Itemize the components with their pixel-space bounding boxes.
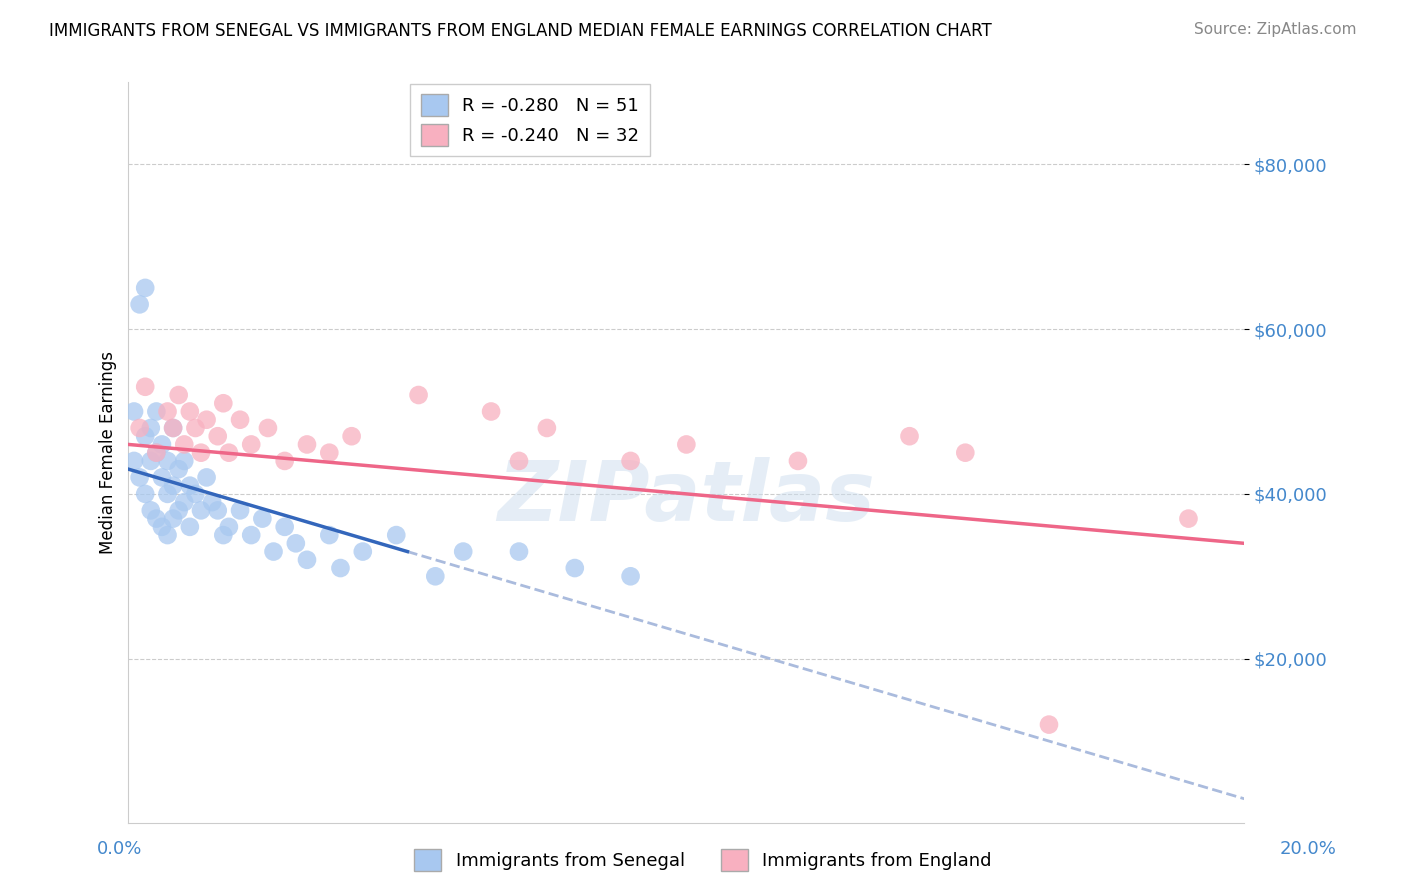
Point	[479, 404, 502, 418]
Point	[257, 421, 280, 435]
Point	[240, 437, 263, 451]
Point	[162, 421, 184, 435]
Point	[955, 445, 977, 460]
Point	[787, 454, 810, 468]
Point	[295, 437, 318, 451]
Text: ZIPatlas: ZIPatlas	[498, 457, 876, 538]
Point	[201, 495, 224, 509]
Point	[318, 528, 340, 542]
Point	[134, 380, 156, 394]
Point	[508, 454, 530, 468]
Point	[352, 544, 374, 558]
Point	[425, 569, 447, 583]
Point	[212, 528, 235, 542]
Point	[122, 404, 145, 418]
Point	[134, 281, 156, 295]
Point	[156, 454, 179, 468]
Point	[150, 520, 173, 534]
Point	[190, 503, 212, 517]
Point	[179, 478, 201, 492]
Point	[145, 445, 167, 460]
Point	[167, 462, 190, 476]
Point	[252, 511, 274, 525]
Point	[139, 454, 162, 468]
Point	[619, 454, 641, 468]
Point	[145, 404, 167, 418]
Point	[295, 553, 318, 567]
Point	[1038, 717, 1060, 731]
Point	[195, 470, 218, 484]
Point	[263, 544, 285, 558]
Point	[190, 445, 212, 460]
Point	[173, 454, 195, 468]
Point	[408, 388, 430, 402]
Point	[284, 536, 307, 550]
Point	[184, 487, 207, 501]
Point	[156, 487, 179, 501]
Legend: Immigrants from Senegal, Immigrants from England: Immigrants from Senegal, Immigrants from…	[406, 842, 1000, 879]
Text: 0.0%: 0.0%	[97, 840, 142, 858]
Point	[619, 569, 641, 583]
Y-axis label: Median Female Earnings: Median Female Earnings	[100, 351, 117, 554]
Point	[898, 429, 921, 443]
Point	[167, 503, 190, 517]
Point	[156, 404, 179, 418]
Point	[273, 454, 295, 468]
Point	[162, 421, 184, 435]
Point	[207, 503, 229, 517]
Point	[128, 470, 150, 484]
Point	[145, 511, 167, 525]
Point	[329, 561, 352, 575]
Legend: R = -0.280   N = 51, R = -0.240   N = 32: R = -0.280 N = 51, R = -0.240 N = 32	[411, 84, 650, 156]
Point	[128, 297, 150, 311]
Point	[536, 421, 558, 435]
Point	[318, 445, 340, 460]
Point	[451, 544, 474, 558]
Point	[1177, 511, 1199, 525]
Point	[134, 487, 156, 501]
Point	[162, 511, 184, 525]
Point	[150, 470, 173, 484]
Point	[179, 404, 201, 418]
Point	[508, 544, 530, 558]
Point	[145, 445, 167, 460]
Point	[173, 495, 195, 509]
Point	[139, 421, 162, 435]
Point	[564, 561, 586, 575]
Point	[162, 478, 184, 492]
Point	[229, 503, 252, 517]
Point	[139, 503, 162, 517]
Point	[385, 528, 408, 542]
Point	[150, 437, 173, 451]
Point	[122, 454, 145, 468]
Point	[156, 528, 179, 542]
Text: 20.0%: 20.0%	[1279, 840, 1336, 858]
Point	[229, 413, 252, 427]
Point	[675, 437, 697, 451]
Point	[212, 396, 235, 410]
Point	[128, 421, 150, 435]
Point	[240, 528, 263, 542]
Text: IMMIGRANTS FROM SENEGAL VS IMMIGRANTS FROM ENGLAND MEDIAN FEMALE EARNINGS CORREL: IMMIGRANTS FROM SENEGAL VS IMMIGRANTS FR…	[49, 22, 993, 40]
Point	[184, 421, 207, 435]
Point	[340, 429, 363, 443]
Point	[195, 413, 218, 427]
Point	[179, 520, 201, 534]
Text: Source: ZipAtlas.com: Source: ZipAtlas.com	[1194, 22, 1357, 37]
Point	[173, 437, 195, 451]
Point	[167, 388, 190, 402]
Point	[218, 445, 240, 460]
Point	[207, 429, 229, 443]
Point	[134, 429, 156, 443]
Point	[218, 520, 240, 534]
Point	[273, 520, 295, 534]
